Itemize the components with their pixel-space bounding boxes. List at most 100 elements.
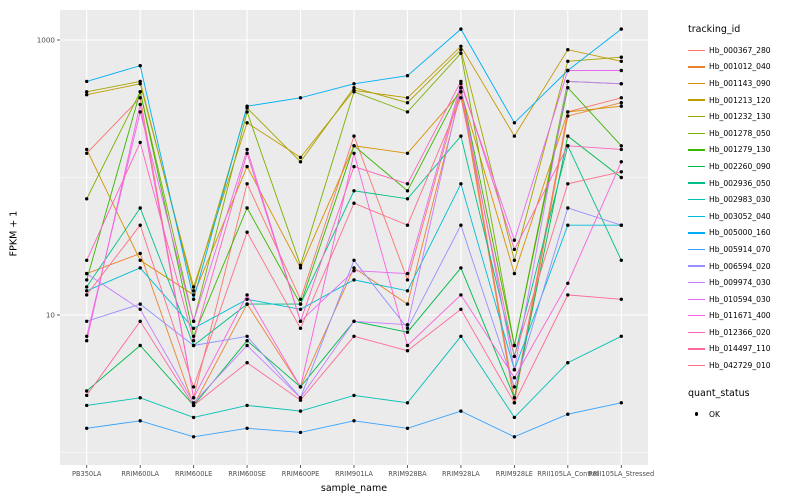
legend-item-label: Hb_001232_130 [709,112,771,122]
x-tick-label: RRIM928BA [388,470,427,478]
data-point [191,319,196,323]
y-tick-label: 1000 [37,35,56,44]
data-point [405,330,410,334]
legend-item-label: Hb_003052_040 [709,211,771,221]
legend-key-line-icon [688,208,705,225]
data-point [566,293,570,297]
data-point [566,206,570,210]
data-point [85,393,89,398]
legend-key-line-icon [688,191,705,208]
data-point [298,409,303,413]
legend-item-Hb_001278_050: Hb_001278_050 [688,125,798,142]
data-point [459,266,463,270]
data-point [85,334,89,338]
data-point [298,398,303,402]
data-point [298,266,303,270]
data-point [85,293,89,297]
data-point [85,403,89,408]
data-point [85,79,89,84]
data-point [405,343,410,348]
x-tick-label: RRIM901LA [335,470,373,478]
legend-key-line-icon [688,108,705,125]
data-point [298,155,303,160]
legend-item-Hb_002260_090: Hb_002260_090 [688,158,798,175]
data-point [245,361,249,365]
data-point [352,134,356,138]
x-tick-label: RRIM600PE [282,470,320,478]
data-point [619,68,623,73]
data-point [138,223,142,227]
data-point [298,385,303,389]
data-point [245,121,249,125]
data-point [459,334,463,338]
data-point [245,151,249,155]
legend-item-label: OK [709,409,720,419]
legend-item-Hb_009974_030: Hb_009974_030 [688,274,798,291]
x-tick-label: PB350LA [72,470,102,478]
legend-key-line-icon [688,158,705,175]
data-point [566,361,570,365]
data-point [352,90,356,94]
legend-item-Hb_005914_070: Hb_005914_070 [688,241,798,258]
data-point [512,435,517,439]
data-point [138,419,142,423]
data-point [298,430,303,435]
data-point [85,389,89,393]
data-point [566,59,570,63]
data-point [566,114,570,118]
data-point [245,302,249,306]
data-point [405,96,410,100]
legend-title-quant-status: quant_status [688,387,750,399]
data-point [459,27,463,31]
legend-item-label: Hb_012366_020 [709,327,771,337]
data-point [405,197,410,201]
data-point [138,82,142,86]
data-point [352,393,356,398]
data-point [405,401,410,405]
data-point [138,110,142,114]
data-point [138,307,142,311]
y-tick-label: 10 [46,310,56,319]
legend-key-line-icon [688,340,705,357]
legend-key-point-icon [688,406,705,423]
plot-area: PB350LA RRIM600LA RRIM600LE RRIM600SE RRIM60… [37,10,654,478]
data-point [405,182,410,186]
legend-key-line-icon [688,324,705,341]
data-point [512,368,517,372]
data-point [191,401,196,405]
data-point [138,251,142,256]
legend-item-label: Hb_042729_010 [709,361,771,371]
legend-key-line-icon [688,175,705,192]
legend-key-line-icon [688,58,705,75]
legend-item-Hb_001279_130: Hb_001279_130 [688,142,798,159]
data-point [191,285,196,289]
data-point [298,319,303,323]
data-point [405,289,410,293]
x-tick-label: RRIM928LE [496,470,533,478]
data-point [85,197,89,201]
data-point [85,258,89,262]
data-point [459,293,463,297]
legend-key-line-icon [688,42,705,59]
data-point [352,269,356,273]
data-point [85,90,89,94]
data-point [138,319,142,323]
legend-item-Hb_001012_040: Hb_001012_040 [688,59,798,76]
data-point [405,326,410,330]
data-point [352,419,356,423]
legend-item-label: Hb_014497_110 [709,344,771,354]
legend-title-tracking-id: tracking_id [688,24,741,35]
legend-key-line-icon [688,241,705,258]
data-point [459,223,463,227]
legend-item-label: Hb_009974_030 [709,278,771,288]
x-tick-label: RRII105LA_Control [537,470,598,478]
legend-key-line-icon [688,258,705,275]
data-point [245,206,249,210]
data-point [352,144,356,148]
legend-items-quant-status: OK [688,406,798,423]
data-point [352,189,356,193]
data-point [85,151,89,155]
data-point [566,223,570,227]
legend-items-tracking-id: Hb_000367_280 Hb_001012_040 Hb_001143_09… [688,42,798,374]
